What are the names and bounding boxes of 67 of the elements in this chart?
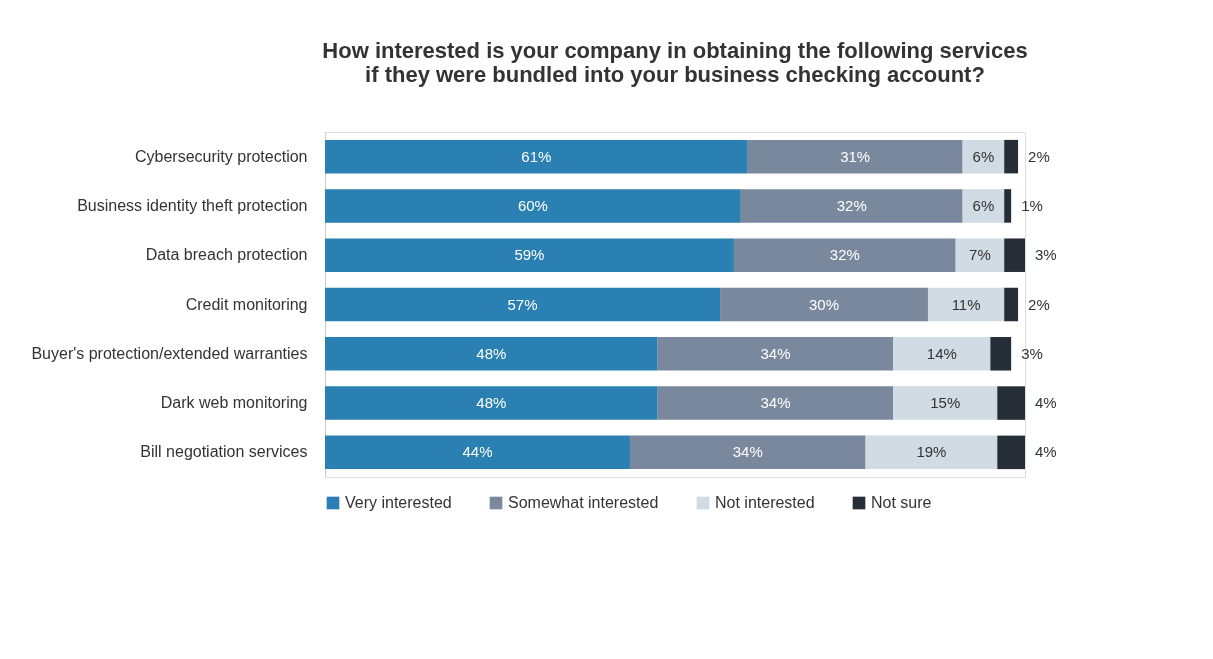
bar <box>325 238 734 272</box>
data-label: 4% <box>1035 443 1057 461</box>
bar <box>893 337 991 371</box>
bar <box>325 189 741 223</box>
legend-label: Not sure <box>871 494 932 511</box>
bar <box>325 435 630 470</box>
y-tick-label: Business identity theft protection <box>77 196 308 214</box>
data-label: 6% <box>972 196 995 214</box>
data-label: 1% <box>1021 196 1043 214</box>
bar <box>1004 238 1025 272</box>
data-label: 48% <box>476 394 507 412</box>
bar <box>1004 287 1019 322</box>
bar <box>997 435 1025 470</box>
y-tick-label: Data breach protection <box>145 246 308 264</box>
data-label: 32% <box>836 196 867 214</box>
bar <box>325 287 721 322</box>
data-label: 34% <box>760 344 791 362</box>
y-tick-label: Cybersecurity protection <box>134 147 308 165</box>
data-label: 3% <box>1035 246 1057 264</box>
bar <box>893 386 998 420</box>
bar <box>1004 139 1019 174</box>
y-tick-label: Bill negotiation services <box>140 443 308 461</box>
data-label: 11% <box>951 295 981 313</box>
legend-label: Somewhat interested <box>508 494 659 511</box>
bar <box>325 139 748 174</box>
data-label: 60% <box>517 196 548 214</box>
data-label: 44% <box>462 443 493 461</box>
bar <box>733 238 956 272</box>
bar <box>740 189 963 223</box>
bar <box>927 287 1005 322</box>
bar <box>962 189 1005 223</box>
bar <box>325 337 658 371</box>
data-label: 32% <box>829 246 860 264</box>
bar <box>720 287 928 322</box>
bar <box>325 386 658 420</box>
data-label: 59% <box>514 246 545 264</box>
bar <box>990 337 1012 371</box>
data-label: 2% <box>1028 295 1050 313</box>
y-tick-label: Dark web monitoring <box>160 394 308 412</box>
data-label: 30% <box>808 295 840 313</box>
data-label: 34% <box>760 394 791 412</box>
legend-label: Very interested <box>345 494 452 511</box>
bar <box>997 386 1025 420</box>
data-label: 48% <box>476 344 507 362</box>
data-label: 61% <box>521 147 552 165</box>
data-label: 31% <box>840 147 871 165</box>
data-label: 6% <box>972 147 995 165</box>
bar <box>629 435 866 470</box>
bar <box>1004 189 1012 223</box>
data-label: 57% <box>507 295 538 313</box>
data-label: 19% <box>916 443 947 461</box>
bar <box>747 139 963 174</box>
chart-title: How interested is your company in obtaining the following services if they were bundled into your business checking account? <box>322 38 1028 87</box>
legend-label: Not interested <box>715 494 815 511</box>
data-label: 2% <box>1028 147 1050 165</box>
bar <box>657 386 894 420</box>
data-label: 34% <box>732 443 763 461</box>
bar <box>865 435 998 470</box>
y-tick-label: Buyer's protection/extended warranties <box>31 344 308 362</box>
y-tick-label: Credit monitoring <box>185 295 308 313</box>
data-label: 4% <box>1035 394 1057 412</box>
data-label: 15% <box>930 394 961 412</box>
bar <box>955 238 1005 272</box>
data-label: 14% <box>926 344 957 362</box>
data-label: 3% <box>1021 344 1043 362</box>
bar <box>657 337 894 371</box>
data-label: 7% <box>969 246 991 264</box>
